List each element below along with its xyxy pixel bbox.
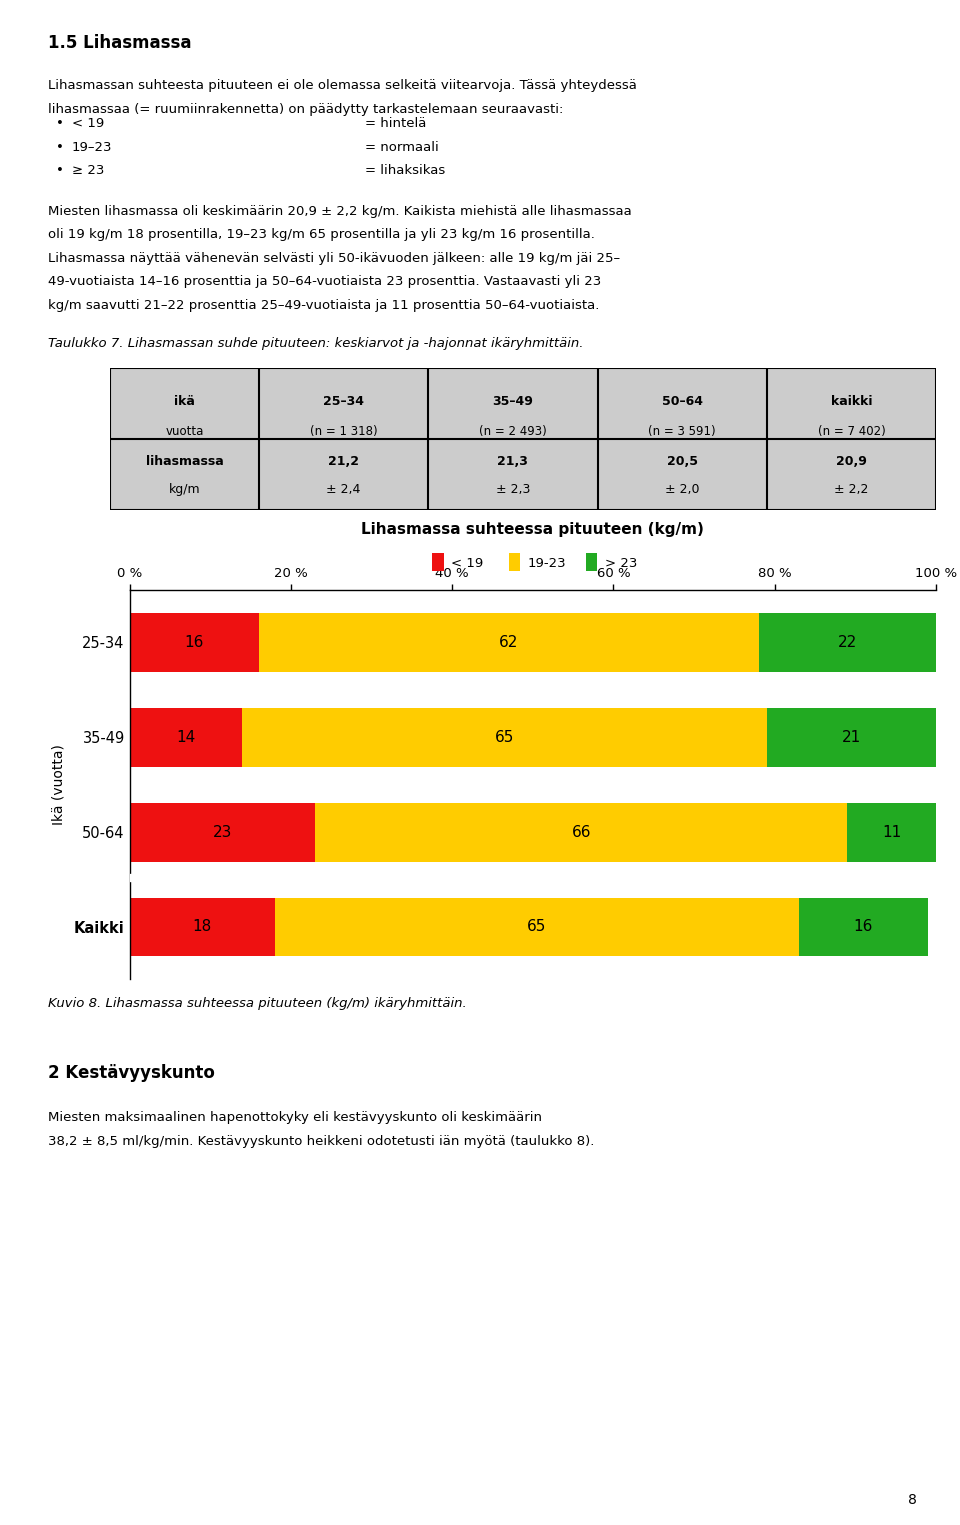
Text: = lihaksikas: = lihaksikas xyxy=(365,165,445,177)
Bar xyxy=(130,613,258,673)
Text: ± 2,4: ± 2,4 xyxy=(326,483,361,496)
Bar xyxy=(275,898,799,956)
Text: ikä: ikä xyxy=(175,395,195,409)
Text: ± 2,3: ± 2,3 xyxy=(495,483,530,496)
Text: vuotta: vuotta xyxy=(165,425,204,438)
Text: Lihasmassan suhteesta pituuteen ei ole olemassa selkeitä viitearvoja. Tässä yhte: Lihasmassan suhteesta pituuteen ei ole o… xyxy=(48,79,636,93)
Text: 18: 18 xyxy=(193,920,212,935)
Text: ± 2,0: ± 2,0 xyxy=(665,483,700,496)
Text: 19-23: 19-23 xyxy=(528,557,566,570)
Text: = hintelä: = hintelä xyxy=(365,117,426,130)
Text: 20,5: 20,5 xyxy=(666,454,698,468)
Text: ≥ 23: ≥ 23 xyxy=(72,165,105,177)
Bar xyxy=(758,613,936,673)
Y-axis label: Ikä (vuotta): Ikä (vuotta) xyxy=(52,744,65,825)
Text: kaikki: kaikki xyxy=(830,395,872,409)
Text: 1.5 Lihasmassa: 1.5 Lihasmassa xyxy=(48,34,191,52)
Text: 19–23: 19–23 xyxy=(72,140,112,154)
Text: 21: 21 xyxy=(842,730,861,744)
Text: (n = 7 402): (n = 7 402) xyxy=(818,425,885,438)
Text: 14: 14 xyxy=(177,730,196,744)
Text: Miesten maksimaalinen hapenottokyky eli kestävyyskunto oli keskimäärin: Miesten maksimaalinen hapenottokyky eli … xyxy=(48,1110,542,1124)
Text: 22: 22 xyxy=(838,634,857,650)
Text: > 23: > 23 xyxy=(605,557,637,570)
Text: < 19: < 19 xyxy=(451,557,484,570)
Text: 11: 11 xyxy=(882,825,901,840)
Text: 65: 65 xyxy=(527,920,546,935)
Bar xyxy=(130,802,315,862)
Text: lihasmassa: lihasmassa xyxy=(146,454,224,468)
Text: 23: 23 xyxy=(213,825,232,840)
Text: Miesten lihasmassa oli keskimäärin 20,9 ± 2,2 kg/m. Kaikista miehistä alle lihas: Miesten lihasmassa oli keskimäärin 20,9 … xyxy=(48,204,632,218)
Text: 20,9: 20,9 xyxy=(836,454,867,468)
Text: 16: 16 xyxy=(853,920,873,935)
Text: Lihasmassa näyttää vähenevän selvästi yli 50-ikävuoden jälkeen: alle 19 kg/m jäi: Lihasmassa näyttää vähenevän selvästi yl… xyxy=(48,252,620,265)
Bar xyxy=(243,708,767,767)
Bar xyxy=(130,708,243,767)
Text: ± 2,2: ± 2,2 xyxy=(834,483,869,496)
Text: 65: 65 xyxy=(495,730,515,744)
Bar xyxy=(799,898,928,956)
Text: Lihasmassa suhteessa pituuteen (kg/m): Lihasmassa suhteessa pituuteen (kg/m) xyxy=(361,522,705,537)
Text: 50–64: 50–64 xyxy=(661,395,703,409)
Text: •: • xyxy=(56,140,63,154)
Bar xyxy=(315,802,848,862)
Text: 62: 62 xyxy=(499,634,518,650)
Text: •: • xyxy=(56,117,63,130)
Text: 2 Kestävyyskunto: 2 Kestävyyskunto xyxy=(48,1063,215,1081)
Text: lihasmassaa (= ruumiinrakennetta) on päädytty tarkastelemaan seuraavasti:: lihasmassaa (= ruumiinrakennetta) on pää… xyxy=(48,104,564,116)
Bar xyxy=(848,802,936,862)
Text: < 19: < 19 xyxy=(72,117,105,130)
Text: = normaali: = normaali xyxy=(365,140,439,154)
Text: 49-vuotiaista 14–16 prosenttia ja 50–64-vuotiaista 23 prosenttia. Vastaavasti yl: 49-vuotiaista 14–16 prosenttia ja 50–64-… xyxy=(48,276,601,288)
Bar xyxy=(130,898,275,956)
Text: 16: 16 xyxy=(184,634,204,650)
Text: Kuvio 8. Lihasmassa suhteessa pituuteen (kg/m) ikäryhmittäin.: Kuvio 8. Lihasmassa suhteessa pituuteen … xyxy=(48,997,467,1011)
Text: (n = 1 318): (n = 1 318) xyxy=(310,425,377,438)
Text: kg/m: kg/m xyxy=(169,483,201,496)
Bar xyxy=(258,613,758,673)
Text: (n = 3 591): (n = 3 591) xyxy=(648,425,716,438)
Text: 8: 8 xyxy=(907,1493,917,1507)
Text: 21,2: 21,2 xyxy=(328,454,359,468)
Text: kg/m saavutti 21–22 prosenttia 25–49-vuotiaista ja 11 prosenttia 50–64-vuotiaist: kg/m saavutti 21–22 prosenttia 25–49-vuo… xyxy=(48,299,599,313)
Text: 66: 66 xyxy=(571,825,591,840)
Text: 21,3: 21,3 xyxy=(497,454,528,468)
Text: 38,2 ± 8,5 ml/kg/min. Kestävyyskunto heikkeni odotetusti iän myötä (taulukko 8).: 38,2 ± 8,5 ml/kg/min. Kestävyyskunto hei… xyxy=(48,1135,594,1147)
Text: 25–34: 25–34 xyxy=(324,395,364,409)
Text: Taulukko 7. Lihasmassan suhde pituuteen: keskiarvot ja -hajonnat ikäryhmittäin.: Taulukko 7. Lihasmassan suhde pituuteen:… xyxy=(48,337,584,349)
Bar xyxy=(767,708,936,767)
Text: oli 19 kg/m 18 prosentilla, 19–23 kg/m 65 prosentilla ja yli 23 kg/m 16 prosenti: oli 19 kg/m 18 prosentilla, 19–23 kg/m 6… xyxy=(48,229,595,241)
Text: 35–49: 35–49 xyxy=(492,395,534,409)
Text: •: • xyxy=(56,165,63,177)
Text: (n = 2 493): (n = 2 493) xyxy=(479,425,547,438)
